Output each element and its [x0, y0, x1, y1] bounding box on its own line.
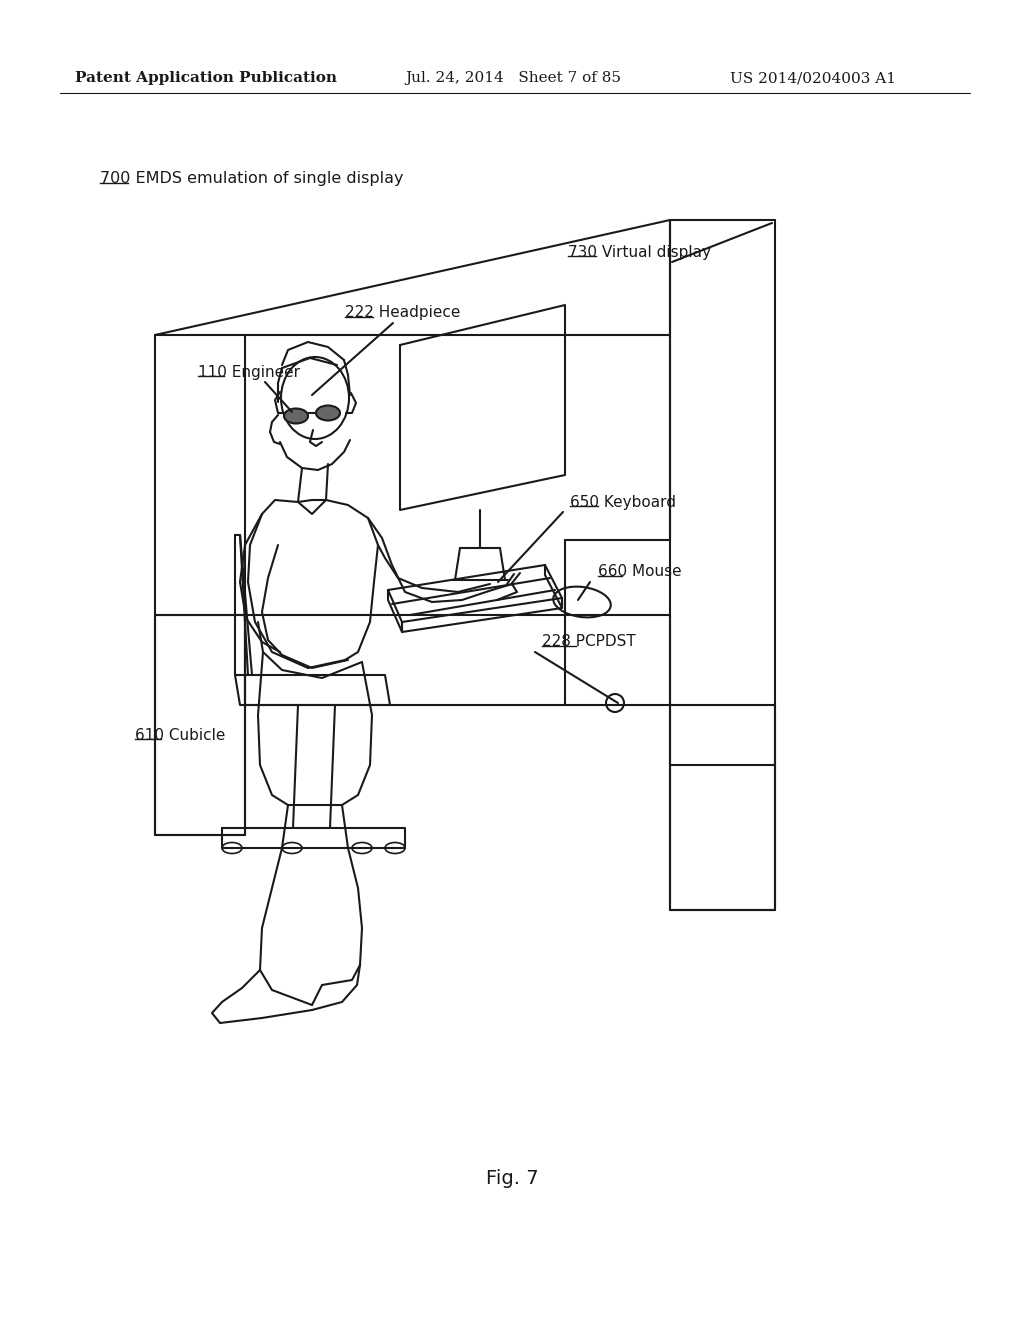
- Text: Patent Application Publication: Patent Application Publication: [75, 71, 337, 84]
- Ellipse shape: [316, 405, 340, 421]
- Text: US 2014/0204003 A1: US 2014/0204003 A1: [730, 71, 896, 84]
- Text: 700 EMDS emulation of single display: 700 EMDS emulation of single display: [100, 170, 403, 186]
- Text: 650 Keyboard: 650 Keyboard: [570, 495, 676, 510]
- Text: 730 Virtual display: 730 Virtual display: [568, 244, 711, 260]
- Text: 228 PCPDST: 228 PCPDST: [542, 635, 636, 649]
- Text: 110 Engineer: 110 Engineer: [198, 364, 300, 380]
- Text: 660 Mouse: 660 Mouse: [598, 565, 682, 579]
- Text: 222 Headpiece: 222 Headpiece: [345, 305, 461, 321]
- Text: Jul. 24, 2014   Sheet 7 of 85: Jul. 24, 2014 Sheet 7 of 85: [406, 71, 621, 84]
- Ellipse shape: [284, 408, 308, 424]
- Text: Fig. 7: Fig. 7: [485, 1168, 539, 1188]
- Text: 610 Cubicle: 610 Cubicle: [135, 727, 225, 742]
